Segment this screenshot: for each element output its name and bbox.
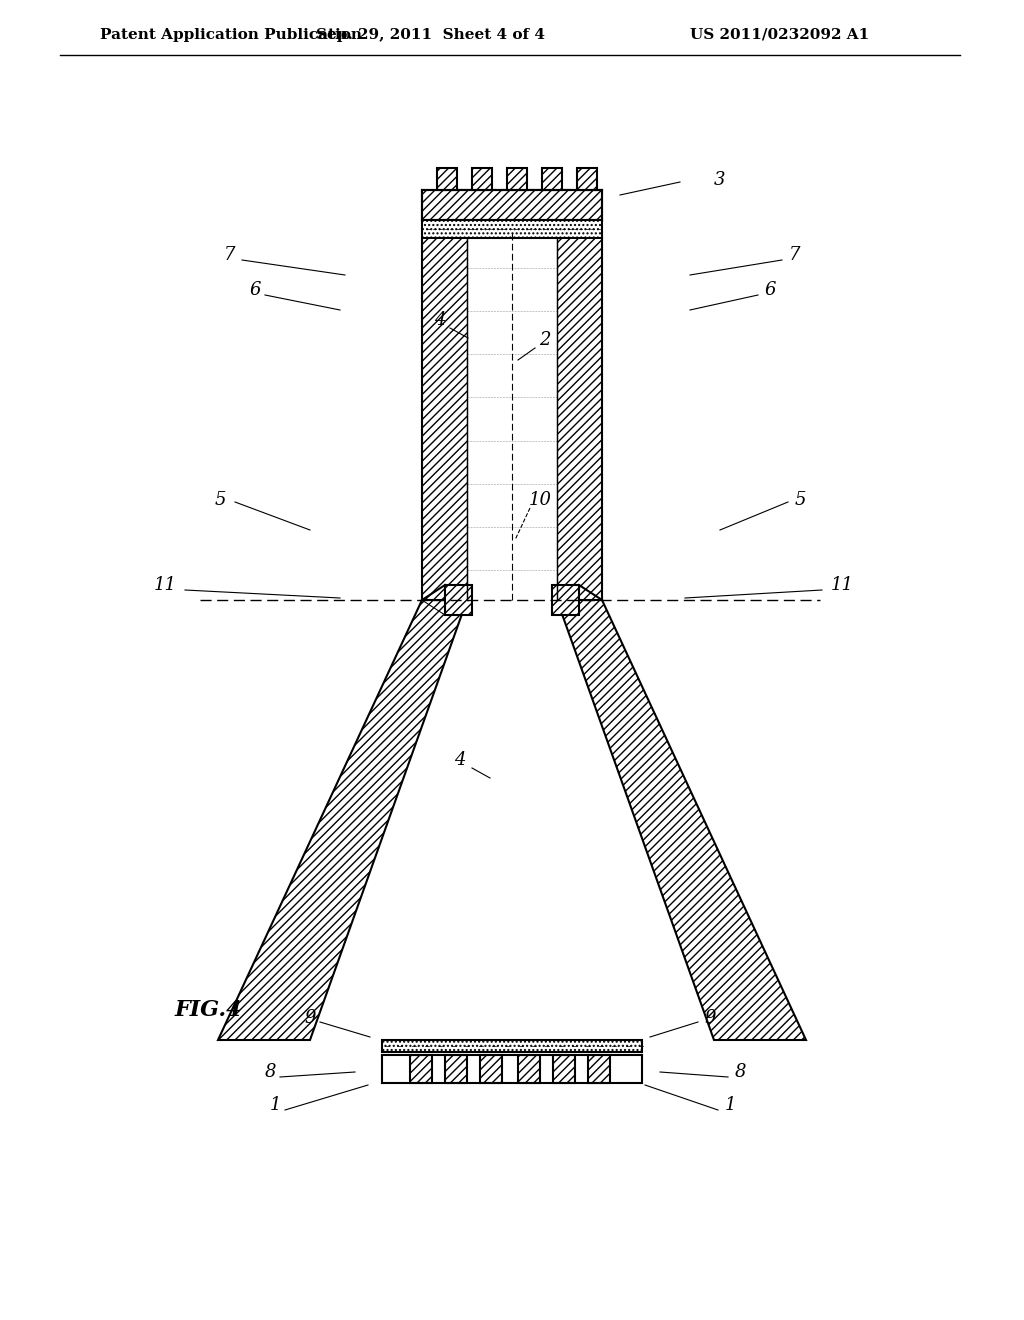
Polygon shape <box>472 168 492 190</box>
Text: 7: 7 <box>790 246 801 264</box>
Text: 11: 11 <box>154 576 176 594</box>
Polygon shape <box>542 168 562 190</box>
Text: 9: 9 <box>304 1008 315 1027</box>
Polygon shape <box>557 601 806 1040</box>
Text: 6: 6 <box>249 281 261 300</box>
Text: 6: 6 <box>764 281 776 300</box>
Text: FIG.4: FIG.4 <box>175 999 243 1020</box>
Text: 4: 4 <box>455 751 466 770</box>
Text: 9: 9 <box>705 1008 716 1027</box>
Bar <box>382 1040 642 1052</box>
Polygon shape <box>422 190 602 220</box>
Text: 2: 2 <box>540 331 551 348</box>
Text: 11: 11 <box>830 576 853 594</box>
Text: 1: 1 <box>724 1096 736 1114</box>
Text: 3: 3 <box>715 172 726 189</box>
Text: 4: 4 <box>434 312 445 329</box>
Polygon shape <box>588 1055 610 1082</box>
Polygon shape <box>410 1055 432 1082</box>
Polygon shape <box>445 1055 467 1082</box>
Polygon shape <box>553 1055 575 1082</box>
Polygon shape <box>422 238 467 601</box>
Text: 7: 7 <box>224 246 236 264</box>
Polygon shape <box>437 168 457 190</box>
Polygon shape <box>507 168 527 190</box>
Text: 5: 5 <box>795 491 806 510</box>
Polygon shape <box>445 585 472 615</box>
Text: 10: 10 <box>528 491 552 510</box>
Text: 1: 1 <box>269 1096 281 1114</box>
Text: 8: 8 <box>264 1063 275 1081</box>
Text: 5: 5 <box>214 491 225 510</box>
Polygon shape <box>518 1055 540 1082</box>
Polygon shape <box>552 585 579 615</box>
Bar <box>422 220 602 238</box>
Text: Patent Application Publication: Patent Application Publication <box>100 28 362 42</box>
Text: Sep. 29, 2011  Sheet 4 of 4: Sep. 29, 2011 Sheet 4 of 4 <box>315 28 545 42</box>
Polygon shape <box>480 1055 502 1082</box>
Polygon shape <box>218 601 467 1040</box>
Polygon shape <box>557 238 602 601</box>
Text: US 2011/0232092 A1: US 2011/0232092 A1 <box>690 28 869 42</box>
Text: 8: 8 <box>734 1063 745 1081</box>
Polygon shape <box>577 168 597 190</box>
